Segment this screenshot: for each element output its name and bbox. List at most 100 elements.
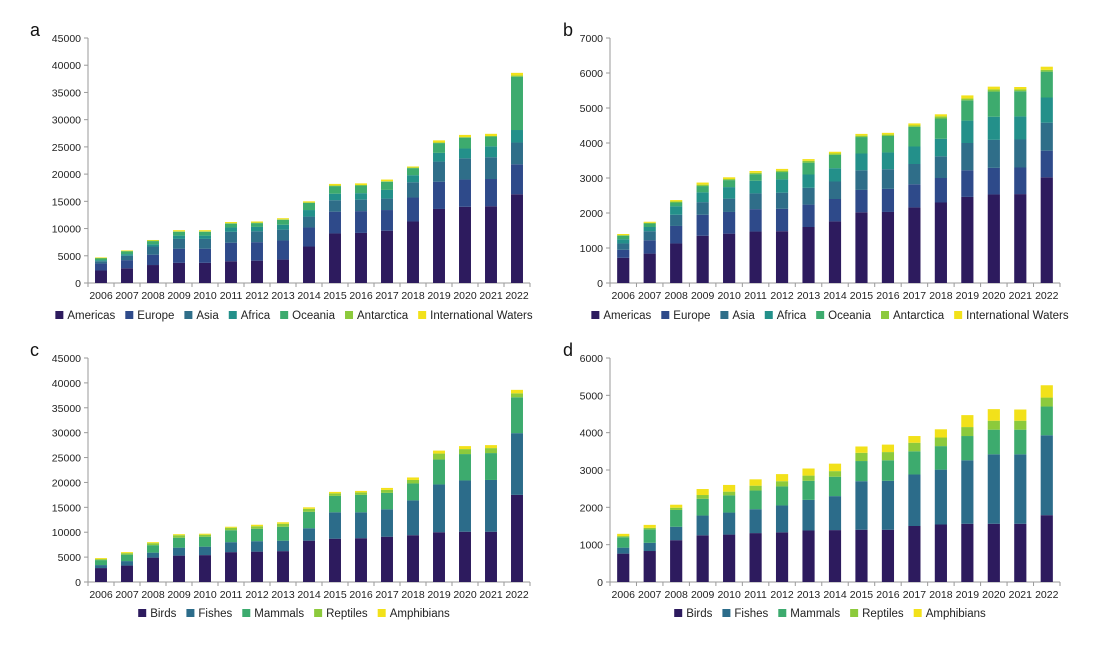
bar-segment-europe (828, 199, 842, 222)
bar-segment-reptiles (251, 526, 263, 529)
bar-segment-antarctica (121, 250, 133, 252)
bar-segment-amphibians (225, 526, 237, 528)
x-tick-label: 2015 (323, 589, 347, 601)
x-tick-label: 2013 (271, 290, 295, 302)
bar-segment-amphibians (355, 490, 367, 493)
bar-segment-americas (485, 206, 497, 283)
bar-segment-asia (173, 238, 185, 249)
bar-segment-birds (225, 552, 237, 582)
bar-segment-africa (617, 239, 630, 244)
y-tick-label: 25000 (52, 453, 81, 465)
legend-swatch (778, 609, 787, 617)
bar-segment-birds (95, 568, 107, 582)
legend-item-antarctica: Antarctica (345, 310, 409, 322)
bar-segment-americas (459, 206, 471, 283)
bar-segment-international-waters (173, 230, 185, 232)
bar-segment-europe (802, 204, 815, 227)
y-tick-label: 5000 (580, 390, 604, 402)
bar-segment-africa (485, 146, 497, 158)
bar-segment-amphibians (934, 429, 947, 438)
legend-label: Mammals (790, 608, 840, 620)
bar-segment-oceania (121, 251, 133, 255)
bar-segment-antarctica (961, 98, 974, 101)
bar-segment-europe (987, 167, 1000, 195)
bar-segment-africa (355, 193, 367, 200)
x-tick-label: 2021 (479, 589, 503, 601)
bar-segment-asia (881, 169, 895, 189)
bar-segment-birds (433, 532, 445, 582)
bar-segment-birds (1040, 515, 1053, 582)
x-tick-label: 2021 (479, 290, 503, 302)
bar-segment-antarctica (643, 222, 656, 224)
bar-segment-americas (934, 202, 947, 283)
bar-segment-africa (855, 153, 868, 171)
bar-segment-international-waters (1014, 87, 1027, 90)
bar-segment-birds (407, 535, 419, 582)
bar-segment-asia (459, 158, 471, 180)
bar-segment-mammals (277, 526, 289, 541)
bar-segment-fishes (987, 454, 1000, 524)
bar-segment-americas (147, 265, 159, 283)
bar-segment-americas (670, 243, 683, 283)
bar-segment-reptiles (643, 527, 656, 530)
bar-segment-africa (934, 138, 947, 157)
bar-segment-africa (121, 254, 133, 256)
bar-segment-antarctica (828, 153, 842, 155)
bar-segment-reptiles (749, 485, 762, 491)
bar-segment-fishes (121, 561, 133, 566)
bar-segment-oceania (95, 258, 107, 261)
x-tick-label: 2008 (664, 290, 688, 302)
bar-segment-reptiles (433, 453, 445, 460)
bar-segment-africa (199, 235, 211, 239)
bar-segment-europe (407, 197, 419, 222)
bar-segment-antarctica (355, 185, 367, 186)
bar-segment-mammals (199, 536, 211, 547)
bar-segment-americas (511, 194, 523, 283)
legend-item-africa: Africa (228, 310, 271, 322)
bar-segment-africa (511, 130, 523, 143)
legend-label: Oceania (828, 310, 871, 322)
bar-segment-reptiles (617, 536, 630, 538)
bar-segment-reptiles (355, 492, 367, 495)
legend-label: Fishes (734, 608, 768, 620)
bar-segment-asia (277, 229, 289, 241)
bar-segment-fishes (723, 512, 736, 535)
panel-label-d: d (563, 340, 573, 360)
y-tick-label: 35000 (52, 87, 81, 99)
bar-segment-international-waters (775, 168, 789, 171)
y-tick-label: 45000 (52, 353, 81, 365)
legend-swatch (722, 609, 731, 617)
bar-segment-antarctica (775, 170, 789, 173)
bar-segment-oceania (723, 180, 736, 188)
x-tick-label: 2011 (220, 290, 243, 302)
bar-segment-fishes (199, 546, 211, 556)
x-tick-label: 2017 (903, 589, 927, 601)
x-tick-label: 2012 (770, 589, 794, 601)
bar-segment-birds (987, 523, 1000, 582)
bar-segment-international-waters (723, 177, 736, 180)
legend-item-europe: Europe (125, 310, 174, 322)
bar-segment-asia (696, 202, 709, 215)
bar-segment-mammals (881, 460, 895, 481)
bar-segment-international-waters (485, 133, 497, 136)
bar-segment-antarctica (225, 223, 237, 224)
bar-segment-oceania (355, 185, 367, 194)
bar-segment-americas (617, 257, 630, 283)
legend-swatch (850, 609, 859, 617)
bar-segment-asia (617, 243, 630, 250)
y-tick-label: 3000 (580, 173, 604, 185)
bar-segment-amphibians (855, 446, 868, 453)
legend-label: Reptiles (326, 608, 368, 620)
bar-segment-birds (908, 526, 921, 582)
bar-segment-birds (329, 538, 341, 582)
x-tick-label: 2010 (193, 290, 217, 302)
bar-segment-antarctica (251, 222, 263, 224)
bar-segment-oceania (908, 126, 921, 147)
bar-segment-africa (802, 174, 815, 188)
x-tick-label: 2017 (375, 290, 399, 302)
bar-segment-asia (121, 255, 133, 261)
bar-segment-fishes (670, 526, 683, 541)
x-tick-label: 2019 (427, 290, 451, 302)
legend-label: Europe (137, 310, 174, 322)
